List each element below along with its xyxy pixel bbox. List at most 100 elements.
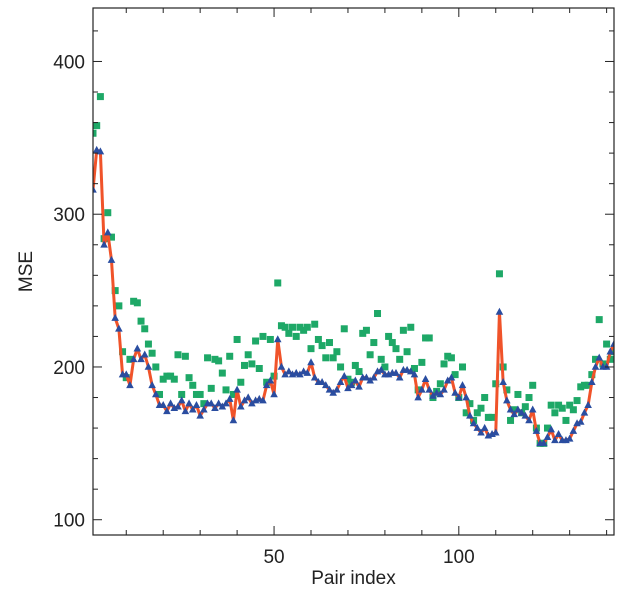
triangle-marker-point (244, 393, 252, 401)
square-marker-point (200, 400, 208, 408)
square-marker-point (551, 409, 559, 417)
triangle-marker-point (451, 388, 459, 396)
square-marker-point (555, 401, 563, 409)
triangle-marker-point (336, 378, 345, 386)
square-marker-point (215, 357, 223, 365)
triangle-marker-point (565, 434, 574, 442)
square-marker-point (325, 339, 333, 347)
square-marker-point (477, 404, 485, 412)
square-marker-point (440, 360, 448, 368)
triangle-marker-point (163, 407, 171, 415)
square-marker-point (192, 390, 200, 398)
triangle-marker-point (443, 376, 452, 384)
square-marker-point (289, 323, 297, 331)
triangle-marker-point (440, 385, 448, 393)
axis-ticks (93, 8, 614, 535)
square-marker-point (218, 369, 226, 377)
triangle-marker-point (543, 433, 552, 441)
square-marker-point (370, 339, 378, 347)
triangle-marker-point (107, 255, 116, 263)
series-line (93, 148, 614, 445)
square-marker-point (133, 299, 141, 307)
triangle-marker-point (137, 355, 145, 363)
triangle-marker-point (277, 362, 286, 370)
triangle-marker-point (370, 373, 378, 381)
square-marker-point (107, 233, 115, 241)
square-marker-point (484, 413, 492, 421)
square-marker-point (159, 375, 167, 383)
square-marker-point (285, 329, 293, 337)
square-marker-point (93, 129, 97, 137)
square-marker-point (447, 354, 455, 362)
square-marker-point (396, 355, 404, 363)
triangle-marker-point (606, 347, 614, 355)
square-marker-point (333, 348, 341, 356)
triangle-marker-point (321, 381, 330, 389)
y-tick-label: 400 (53, 52, 85, 73)
triangle-marker-point (218, 402, 227, 410)
triangle-marker-point (344, 384, 352, 392)
square-marker-point (137, 317, 145, 325)
triangle-marker-point (144, 362, 153, 370)
square-marker-point (300, 326, 308, 334)
triangle-marker-point (576, 417, 585, 425)
square-marker-point (418, 358, 426, 366)
triangle-marker-point (281, 370, 289, 378)
triangle-marker-point (103, 228, 112, 236)
square-marker-point (141, 325, 149, 333)
triangle-marker-point (610, 339, 614, 347)
square-marker-point (355, 368, 363, 376)
square-marker-point (144, 340, 152, 348)
x-tick-label: 100 (443, 547, 475, 568)
square-marker-point (96, 93, 104, 101)
square-marker-point (436, 380, 444, 388)
square-marker-point (255, 364, 263, 372)
square-marker-point (488, 413, 496, 421)
triangle-marker-point (539, 439, 548, 447)
square-marker-point (174, 351, 182, 359)
triangle-marker-point (177, 396, 186, 404)
triangle-marker-point (229, 416, 238, 424)
triangle-marker-point (418, 385, 426, 393)
square-marker-point (507, 416, 515, 424)
triangle-marker-point (503, 396, 511, 404)
square-marker-point (244, 351, 252, 359)
square-marker-point (337, 363, 345, 371)
triangle-marker-point (214, 399, 223, 407)
square-marker-point (462, 409, 470, 417)
square-marker-point (547, 401, 555, 409)
square-marker-point (351, 361, 359, 369)
triangle-marker-point (285, 367, 293, 375)
triangle-marker-point (506, 405, 515, 413)
triangle-marker-point (303, 368, 312, 376)
square-marker-point (543, 424, 551, 432)
square-marker-point (514, 390, 522, 398)
square-marker-point (422, 334, 430, 342)
y-axis-title: MSE (16, 251, 37, 292)
triangle-marker-point (115, 324, 123, 332)
triangle-marker-point (126, 381, 134, 389)
triangle-marker-point (462, 393, 470, 401)
triangle-marker-point (447, 373, 456, 381)
square-marker-point (503, 386, 511, 394)
square-marker-point (603, 340, 611, 348)
triangle-marker-point (547, 425, 555, 433)
square-marker-point (580, 381, 588, 389)
triangle-marker-point (333, 385, 341, 393)
triangle-marker-point (528, 405, 537, 413)
square-marker-point (573, 397, 581, 405)
triangle-marker-point (554, 429, 563, 437)
square-marker-point (403, 348, 411, 356)
square-marker-point (566, 401, 574, 409)
square-marker-point (322, 354, 330, 362)
square-marker-point (388, 339, 396, 347)
square-marker-point (126, 355, 134, 363)
triangle-marker-point (395, 373, 404, 381)
triangle-marker-point (436, 390, 445, 398)
square-marker-point (481, 394, 489, 402)
triangle-marker-point (495, 307, 504, 315)
square-marker-point (459, 363, 467, 371)
triangle-marker-point (200, 405, 208, 413)
square-marker-point (314, 335, 322, 343)
triangle-marker-point (329, 388, 337, 396)
